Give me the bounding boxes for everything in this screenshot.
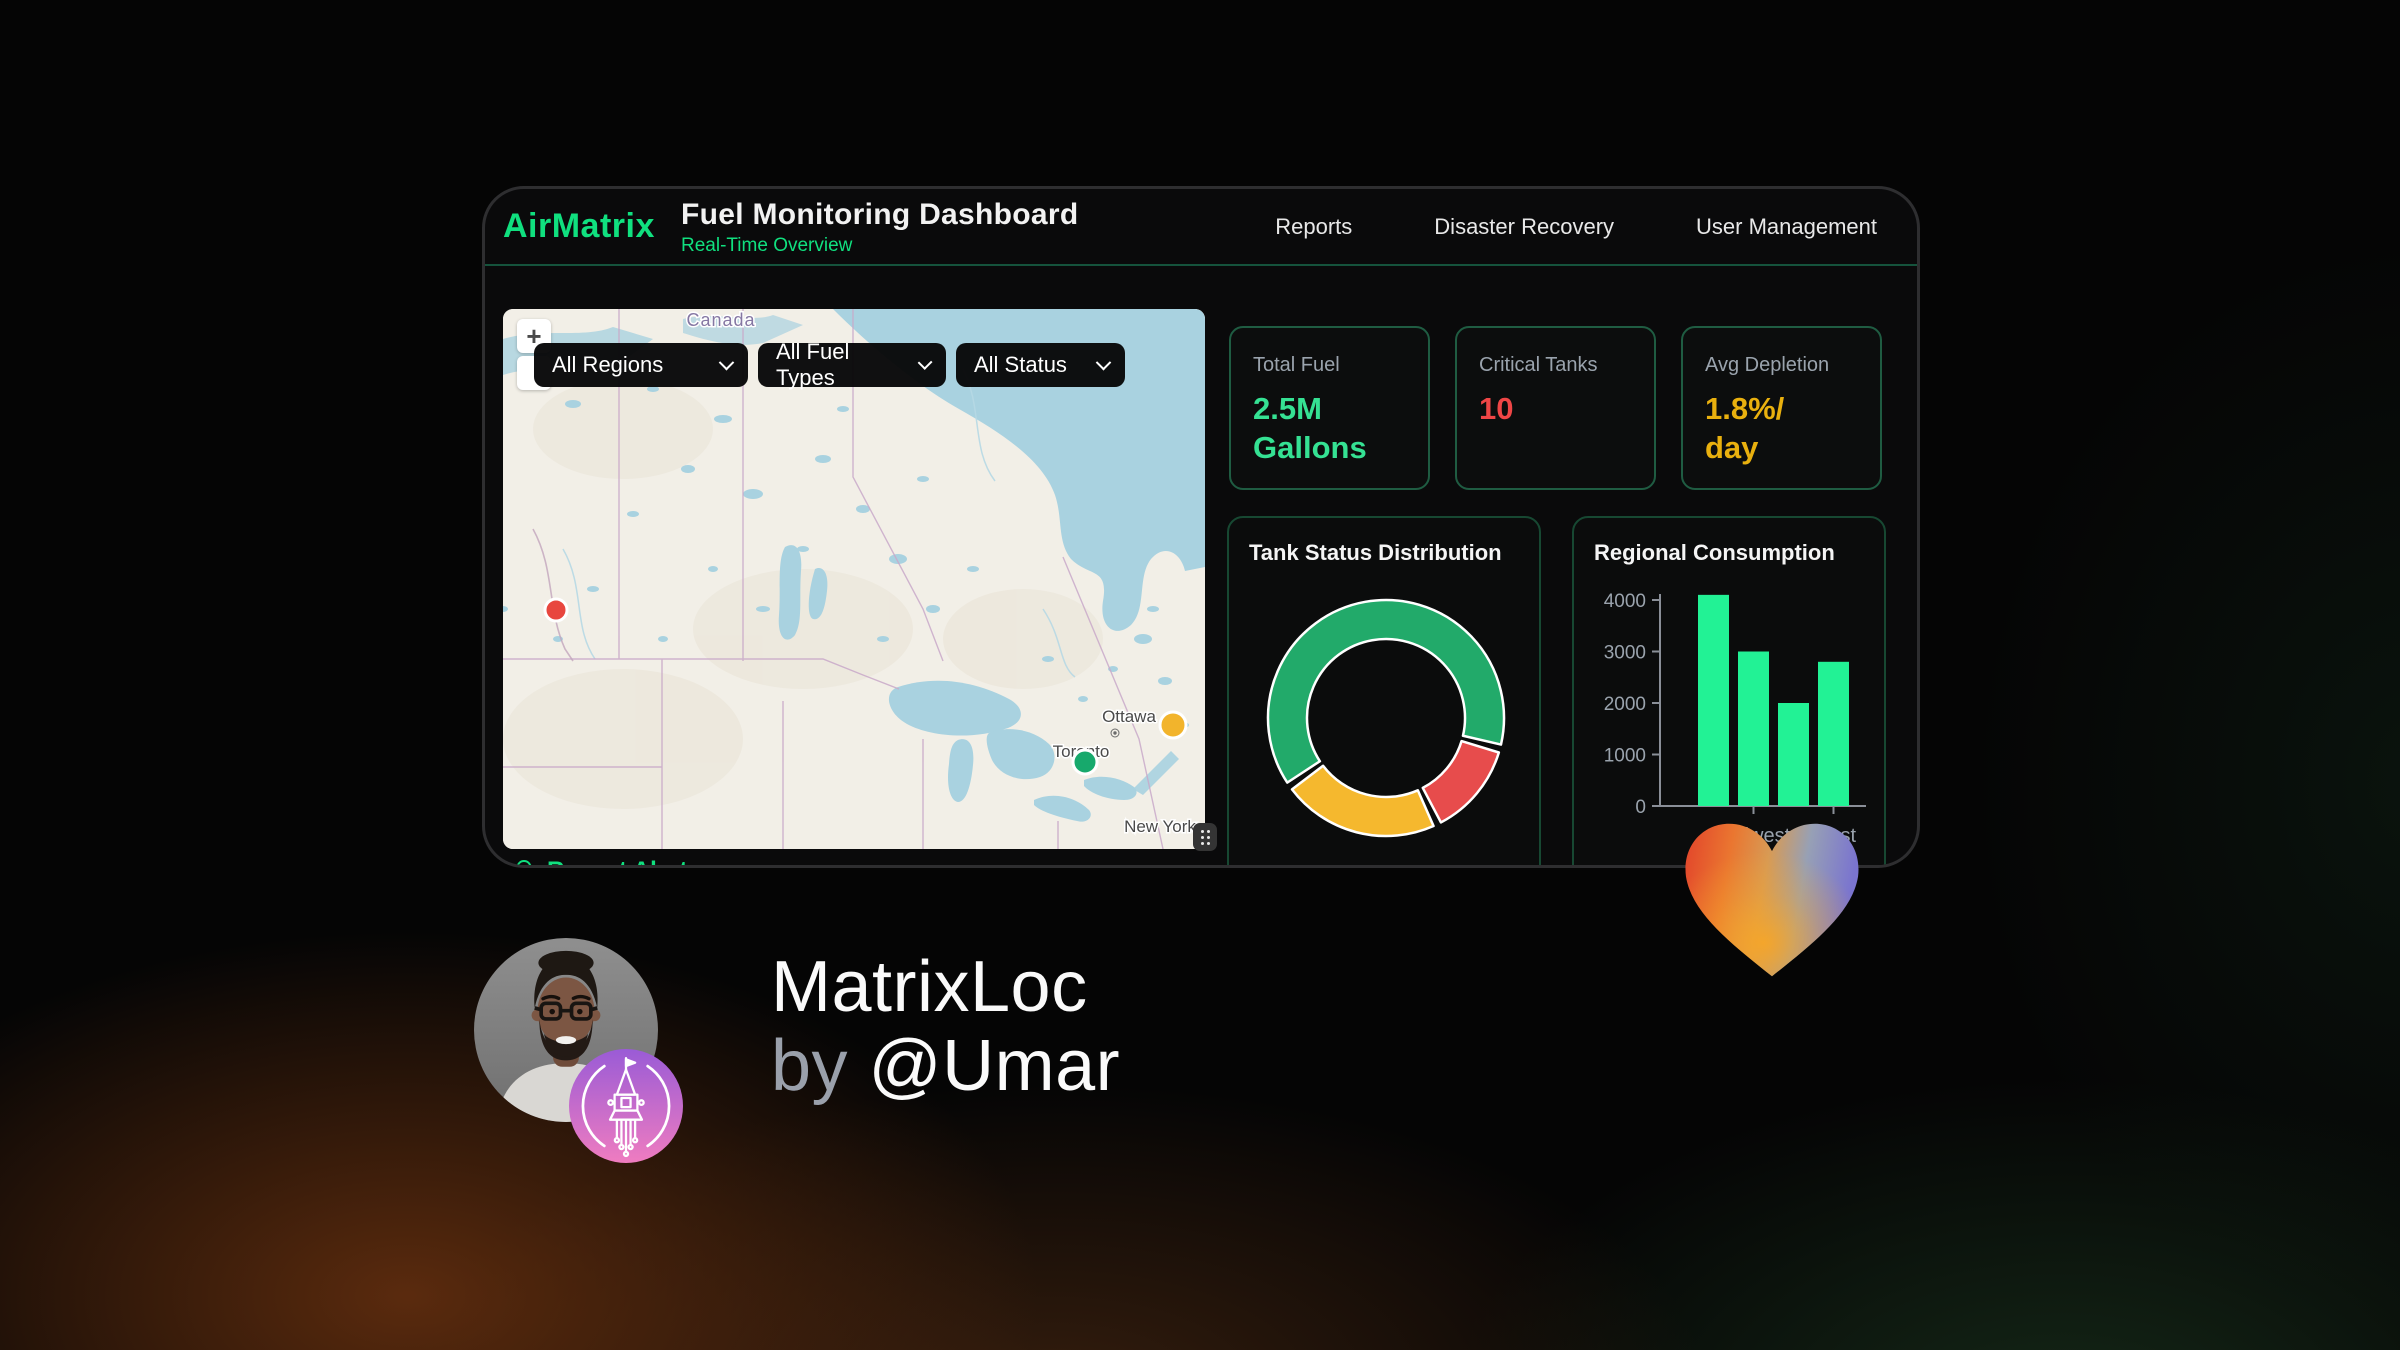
promo-author-handle: @Umar: [868, 1026, 1121, 1106]
heart-icon: [1685, 823, 1859, 977]
plus-icon: +: [526, 320, 542, 351]
map-city-label-new-york: New York: [1124, 817, 1196, 836]
page-title-block: Fuel Monitoring Dashboard Real-Time Over…: [681, 198, 1079, 257]
chevron-down-icon: [917, 354, 933, 370]
stat-label: Critical Tanks: [1479, 354, 1598, 376]
fuel-type-filter-dropdown[interactable]: All Fuel Types: [758, 339, 946, 390]
top-nav: Reports Disaster Recovery User Managemen…: [1275, 189, 1877, 264]
svg-text:3000: 3000: [1604, 643, 1646, 664]
status-filter-value: All Status: [974, 352, 1067, 377]
map-marker-critical[interactable]: [543, 597, 569, 623]
svg-text:1000: 1000: [1604, 746, 1646, 767]
map-water: [503, 309, 1205, 822]
region-filter-dropdown[interactable]: All Regions: [534, 343, 748, 387]
svg-text:4000: 4000: [1604, 591, 1646, 612]
regional-consumption-bar-chart: 01000200030004000MidwestWest: [1604, 591, 1866, 847]
svg-text:0: 0: [1635, 797, 1646, 818]
chevron-down-icon: [718, 354, 735, 370]
nav-item-user-management[interactable]: User Management: [1696, 213, 1877, 239]
status-filter-dropdown[interactable]: All Status: [956, 343, 1125, 387]
author-badge-logo: [569, 1049, 683, 1163]
map-marker-warning[interactable]: [1158, 710, 1188, 740]
promo-text-block: MatrixLoc by @Umar: [771, 948, 1120, 1106]
stat-card-critical-tanks: Critical Tanks 10: [1455, 326, 1656, 490]
window-header: AirMatrix Fuel Monitoring Dashboard Real…: [485, 189, 1917, 266]
ottawa-town-icon: [1110, 728, 1120, 738]
stat-value: 2.5M Gallons: [1253, 391, 1367, 466]
stat-label: Total Fuel: [1253, 354, 1340, 376]
chevron-down-icon: [1095, 354, 1112, 370]
nav-item-reports[interactable]: Reports: [1275, 213, 1353, 239]
stat-value: 1.8%/ day: [1705, 391, 1785, 466]
page-subtitle: Real-Time Overview: [681, 235, 853, 256]
bar-chart-title: Regional Consumption: [1594, 540, 1835, 565]
recent-alerts-header: Recent Alerts: [511, 857, 701, 865]
nav-item-disaster-recovery[interactable]: Disaster Recovery: [1434, 213, 1615, 239]
map-canvas: Canada Ottawa Toronto New York: [503, 309, 1205, 849]
dashboard-window: AirMatrix Fuel Monitoring Dashboard Real…: [482, 186, 1920, 868]
map-city-label-ottawa: Ottawa: [1102, 707, 1156, 726]
map-marker-healthy[interactable]: [1071, 748, 1099, 776]
page-title: Fuel Monitoring Dashboard: [681, 198, 1079, 231]
stat-label: Avg Depletion: [1705, 354, 1830, 376]
promo-byline: by @Umar: [771, 1027, 1120, 1106]
promo-byline-prefix: by: [771, 1026, 869, 1106]
brand-logo: AirMatrix: [503, 207, 655, 245]
map[interactable]: Canada Ottawa Toronto New York + All Reg…: [503, 309, 1205, 849]
drag-handle[interactable]: [1193, 823, 1217, 851]
tank-status-panel: Tank Status Distribution: [1227, 516, 1541, 865]
regional-consumption-panel: Regional Consumption 01000200030004000Mi…: [1572, 516, 1886, 865]
svg-text:2000: 2000: [1604, 694, 1646, 715]
donut-chart-title: Tank Status Distribution: [1249, 540, 1502, 565]
fuel-type-filter-value: All Fuel Types: [776, 339, 850, 390]
recent-alerts-title: Recent Alerts: [547, 857, 701, 865]
map-filters: All Regions All Fuel Types All Status: [534, 339, 1125, 390]
stat-card-total-fuel: Total Fuel 2.5M Gallons: [1229, 326, 1430, 490]
promo-app-name: MatrixLoc: [771, 947, 1088, 1027]
region-filter-value: All Regions: [552, 352, 664, 377]
tank-status-donut-chart: [1266, 598, 1506, 838]
bell-icon: [516, 860, 532, 865]
stat-cards: Total Fuel 2.5M Gallons Critical Tanks 1…: [1229, 326, 1882, 490]
stat-card-avg-depletion: Avg Depletion 1.8%/ day: [1681, 326, 1882, 490]
map-country-label: Canada: [686, 310, 755, 330]
stat-value: 10: [1479, 391, 1514, 426]
